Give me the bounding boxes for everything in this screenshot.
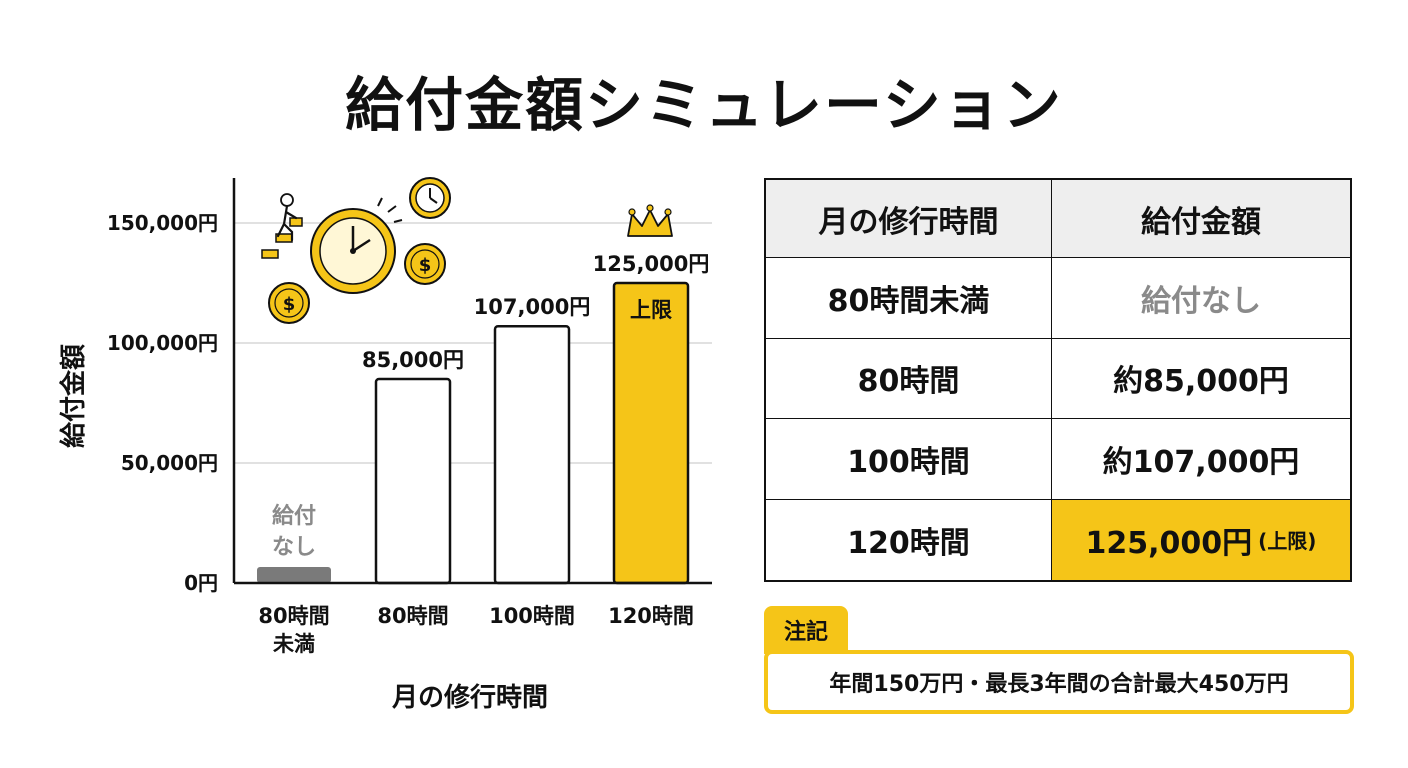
table-cell-amount: 約107,000円 (1052, 419, 1350, 500)
small-clock-icon (409, 177, 451, 219)
bar-chart: 0円 50,000円 100,000円 150,000円 給付なし 85,000円 107… (58, 177, 712, 713)
y-tick-labels: 0円 50,000円 100,000円 150,000円 (107, 211, 218, 595)
data-label: 給付 (272, 503, 316, 529)
coin-icon: $ (268, 282, 310, 324)
bar (374, 377, 452, 585)
table-header-hours: 月の修行時間 (766, 180, 1052, 258)
table-header-amount: 給付金額 (1052, 180, 1350, 258)
page-title: 給付金額シミュレーション (345, 71, 1063, 139)
data-label: なし (272, 535, 316, 560)
table-cell-hours: 120時間 (766, 499, 1052, 580)
bar (257, 567, 331, 583)
table-cell-amount-cap: 125,000円 (上限) (1052, 499, 1350, 580)
y-tick-label: 50,000円 (121, 451, 218, 475)
table-cell-hours: 100時間 (766, 419, 1052, 500)
bar (493, 324, 571, 585)
data-label: 85,000円 (362, 348, 464, 372)
y-tick-label: 100,000円 (107, 331, 218, 355)
x-axis-title: 月の修行時間 (391, 682, 548, 713)
x-tick-label: 未満 (273, 632, 315, 656)
table-cell-amount: 約85,000円 (1052, 339, 1350, 419)
bars (257, 281, 690, 585)
table-cell-hours: 80時間 (766, 338, 1052, 419)
note-text: 年間150万円・最長3年間の合計最大450万円 (829, 672, 1289, 697)
amount-suffix: (上限) (1258, 529, 1317, 554)
svg-text:$: $ (283, 294, 296, 315)
x-tick-label: 80時間 (377, 604, 448, 628)
y-tick-label: 150,000円 (107, 211, 218, 235)
y-axis-title: 給付金額 (58, 344, 89, 448)
x-tick-label: 120時間 (608, 604, 694, 628)
x-tick-label: 80時間 (258, 604, 329, 628)
svg-text:$: $ (419, 255, 432, 276)
table-cell-hours: 80時間未満 (766, 258, 1052, 339)
crown-icon (627, 204, 673, 237)
data-label: 125,000円 (593, 252, 710, 276)
y-tick-label: 0円 (184, 571, 218, 595)
table-cell-amount: 給付なし (1052, 258, 1350, 339)
person-climbing-steps-icon (261, 193, 303, 259)
bar (612, 281, 690, 585)
benefit-table: 月の修行時間 給付金額 80時間未満 給付なし 80時間 約85,000円 10… (764, 178, 1352, 582)
note-tag: 注記 (764, 606, 848, 654)
clock-icon (310, 197, 403, 294)
x-tick-labels: 80時間未満 80時間 100時間 120時間 (258, 604, 694, 656)
data-label: 107,000円 (474, 295, 591, 319)
note-box: 年間150万円・最長3年間の合計最大450万円 (764, 650, 1354, 714)
coin-icon: $ (404, 243, 446, 285)
x-tick-label: 100時間 (489, 604, 575, 628)
amount-value: 125,000円 (1085, 525, 1253, 561)
cap-label: 上限 (630, 298, 672, 322)
